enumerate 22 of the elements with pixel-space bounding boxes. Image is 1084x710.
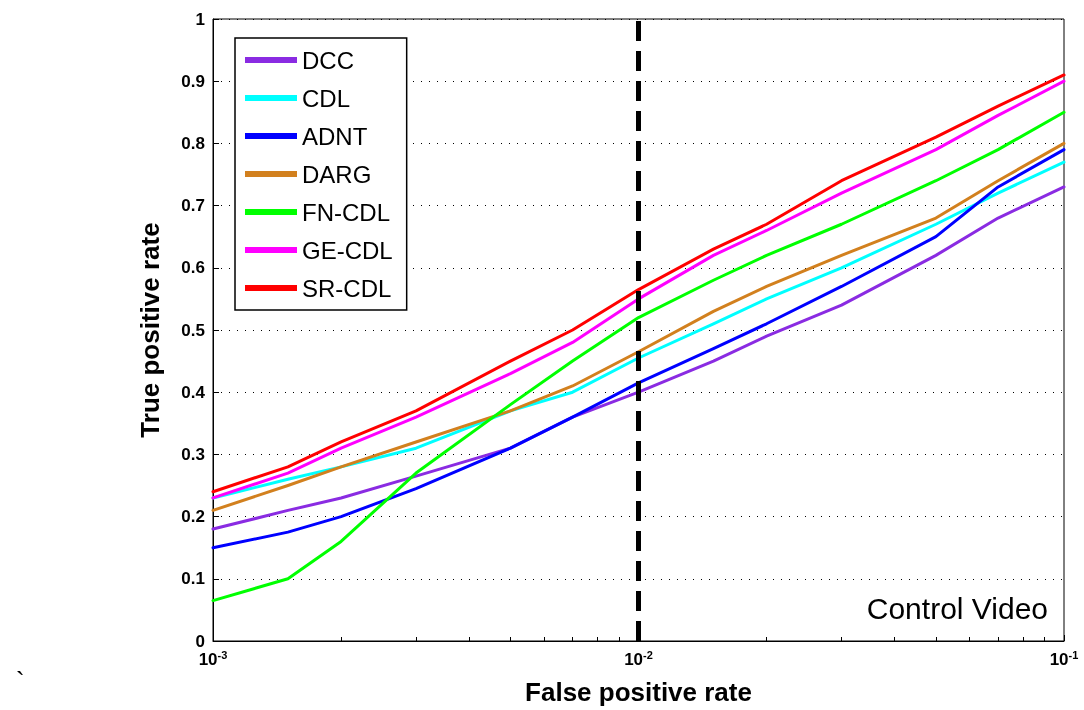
legend-label: ADNT — [302, 122, 368, 150]
y-tick-label: 1 — [195, 9, 205, 29]
y-tick-label: 0.9 — [181, 71, 205, 91]
legend-label: DCC — [302, 46, 354, 74]
legend-label: CDL — [302, 84, 351, 112]
annotation: Control Video — [866, 591, 1048, 625]
legend-label: DARG — [302, 160, 372, 188]
x-axis-title: False positive rate — [525, 677, 752, 707]
y-tick-label: 0.6 — [181, 258, 205, 278]
y-tick-label: 0 — [195, 631, 205, 651]
y-tick-label: 0.3 — [181, 444, 205, 464]
y-tick-label: 0.8 — [181, 133, 205, 153]
legend-label: FN-CDL — [302, 198, 390, 226]
text: ` — [16, 666, 25, 696]
y-tick-label: 0.5 — [181, 320, 205, 340]
legend-label: SR-CDL — [302, 274, 392, 302]
y-tick-label: 0.1 — [181, 569, 205, 589]
legend-label: GE-CDL — [302, 236, 393, 264]
y-tick-label: 0.4 — [181, 382, 206, 402]
y-tick-label: 0.2 — [181, 507, 205, 527]
y-axis-title: True positive rate — [135, 222, 165, 438]
y-tick-label: 0.7 — [181, 196, 205, 216]
